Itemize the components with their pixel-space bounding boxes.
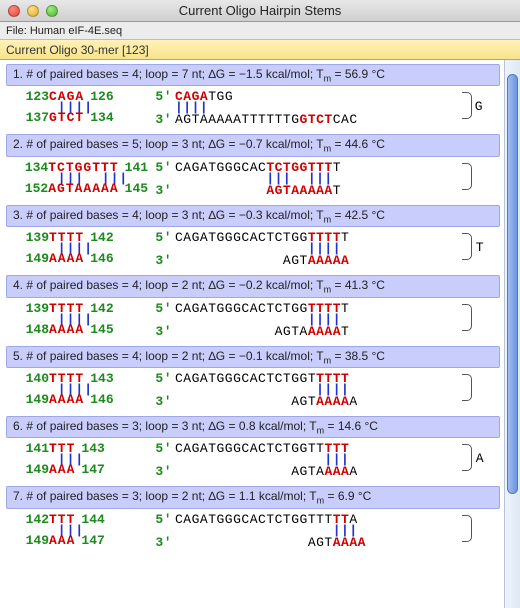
- pair-block: 134 TCTGGTTT141 ||| |||152 AGTAAAAA145: [8, 160, 153, 198]
- file-bar: File: Human eIF-4E.seq: [0, 22, 520, 40]
- pair-block: 140 TTTT143 ||||149 AAAA146: [8, 371, 153, 409]
- sequence-block: 5'CAGATGGGCACTCTGGTTTTT |||3' AGTAAAAAA: [153, 441, 498, 479]
- entry-body: 142 TTT144 |||149 AAA1475'CAGATGGGCACTCT…: [6, 509, 500, 552]
- entry-body: 139 TTTT142 ||||149 AAAA1465'CAGATGGGCAC…: [6, 227, 500, 270]
- entry-header: 3. # of paired bases = 4; loop = 3 nt; ∆…: [6, 205, 500, 227]
- hairpin-entry: 5. # of paired bases = 4; loop = 2 nt; ∆…: [6, 346, 500, 411]
- entry-header: 5. # of paired bases = 4; loop = 2 nt; ∆…: [6, 346, 500, 368]
- hairpin-entry: 2. # of paired bases = 5; loop = 3 nt; ∆…: [6, 134, 500, 199]
- entry-header: 4. # of paired bases = 4; loop = 2 nt; ∆…: [6, 275, 500, 297]
- sequence-block: 5'CAGATGGGCACTCTGGTTTTT ||||3' AGTAAAAAT: [153, 230, 498, 268]
- oligo-status-bar: Current Oligo 30-mer [123]: [0, 40, 520, 60]
- window-title: Current Oligo Hairpin Stems: [0, 3, 520, 18]
- pair-block: 139 TTTT142 ||||148 AAAA145: [8, 301, 153, 339]
- pair-block: 141 TTT143 |||149 AAA147: [8, 441, 153, 479]
- entry-header: 7. # of paired bases = 3; loop = 2 nt; ∆…: [6, 486, 500, 508]
- entry-header: 6. # of paired bases = 3; loop = 3 nt; ∆…: [6, 416, 500, 438]
- entry-body: 123 CAGA126 ||||137 GTCT1345'CAGATGG||||…: [6, 86, 500, 129]
- hairpin-entry: 3. # of paired bases = 4; loop = 3 nt; ∆…: [6, 205, 500, 270]
- sequence-block: 5'CAGATGGGCACTCTGGTTTT ||| |||3' AGTAAAA…: [153, 160, 498, 198]
- sequence-block: 5'CAGATGG||||3'AGTAAAAATTTTTTGGTCTCACG: [153, 89, 498, 127]
- window-titlebar: Current Oligo Hairpin Stems: [0, 0, 520, 22]
- entry-header: 1. # of paired bases = 4; loop = 7 nt; ∆…: [6, 64, 500, 86]
- entry-body: 140 TTTT143 ||||149 AAAA1465'CAGATGGGCAC…: [6, 368, 500, 411]
- hairpin-list: 1. # of paired bases = 4; loop = 7 nt; ∆…: [0, 60, 504, 608]
- hairpin-entry: 6. # of paired bases = 3; loop = 3 nt; ∆…: [6, 416, 500, 481]
- hairpin-entry: 7. # of paired bases = 3; loop = 2 nt; ∆…: [6, 486, 500, 551]
- hairpin-entry: 1. # of paired bases = 4; loop = 7 nt; ∆…: [6, 64, 500, 129]
- sequence-block: 5'CAGATGGGCACTCTGGTTTTT ||||3' AGTAAAAA: [153, 371, 498, 409]
- entry-body: 139 TTTT142 ||||148 AAAA1455'CAGATGGGCAC…: [6, 298, 500, 341]
- entry-header: 2. # of paired bases = 5; loop = 3 nt; ∆…: [6, 134, 500, 156]
- hairpin-entry: 4. # of paired bases = 4; loop = 2 nt; ∆…: [6, 275, 500, 340]
- file-label: File: Human eIF-4E.seq: [6, 25, 122, 37]
- oligo-status-text: Current Oligo 30-mer [123]: [6, 43, 149, 57]
- entry-body: 141 TTT143 |||149 AAA1475'CAGATGGGCACTCT…: [6, 438, 500, 481]
- entry-body: 134 TCTGGTTT141 ||| |||152 AGTAAAAA1455'…: [6, 157, 500, 200]
- pair-block: 139 TTTT142 ||||149 AAAA146: [8, 230, 153, 268]
- pair-block: 123 CAGA126 ||||137 GTCT134: [8, 89, 153, 127]
- sequence-block: 5'CAGATGGGCACTCTGGTTTTT ||||3' AGTAAAAAT: [153, 301, 498, 339]
- pair-block: 142 TTT144 |||149 AAA147: [8, 512, 153, 550]
- sequence-block: 5'CAGATGGGCACTCTGGTTTTTA |||3' AGTAAAA: [153, 512, 498, 550]
- scrollbar-thumb[interactable]: [507, 74, 518, 494]
- vertical-scrollbar[interactable]: [504, 60, 520, 608]
